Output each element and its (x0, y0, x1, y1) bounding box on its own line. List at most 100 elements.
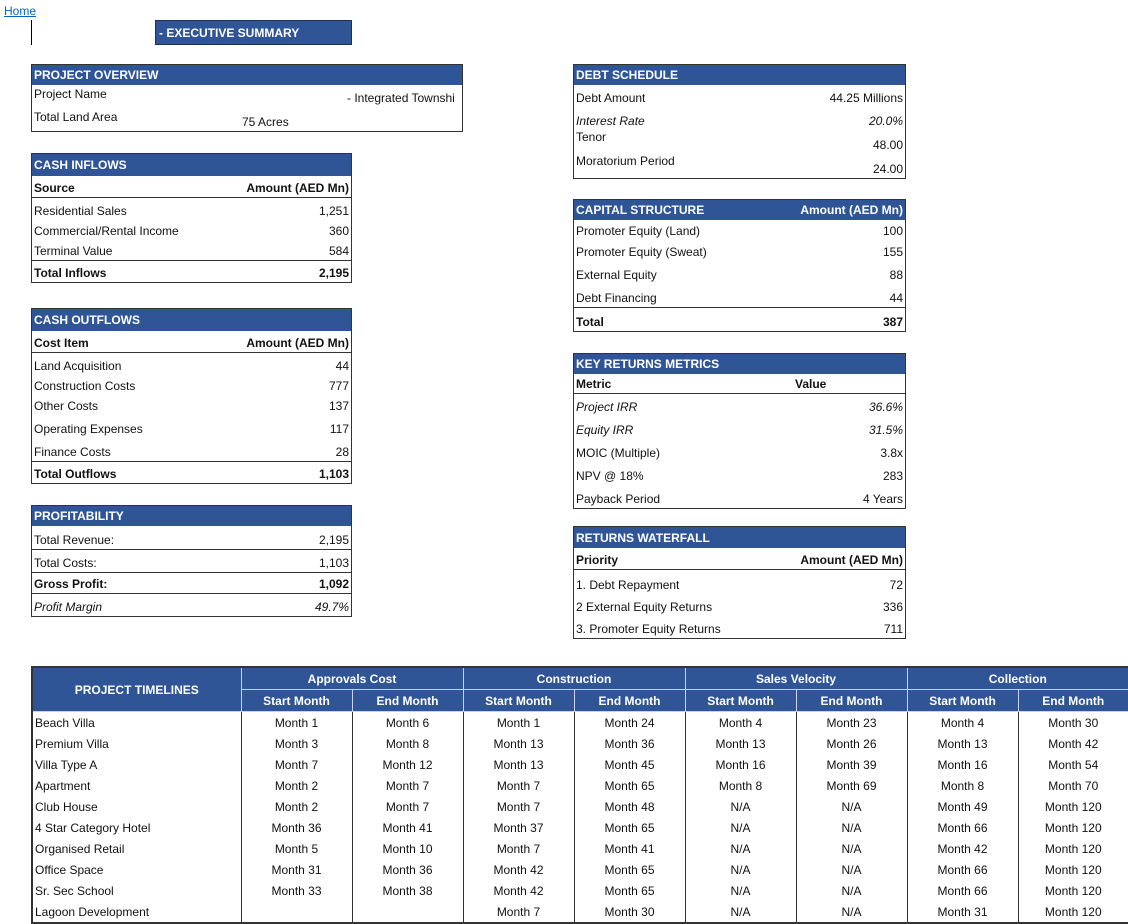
project-timelines-table: PROJECT TIMELINES Approvals Cost Construct… (31, 666, 1128, 924)
timeline-cell: Month 8 (351, 733, 464, 754)
timeline-cell: Month 7 (462, 838, 575, 859)
section-title: PROJECT OVERVIEW (34, 68, 159, 82)
table-row: Total Costs: 1,103 (32, 549, 351, 572)
timeline-cell: Month 31 (240, 859, 353, 880)
row-label: Project IRR (576, 400, 638, 414)
section-header: CASH OUTFLOWS (32, 309, 351, 331)
table-row: Land Acquisition 44 (32, 353, 351, 375)
table-row: MOIC (Multiple) 3.8x (574, 439, 905, 462)
table-row: 3. Promoter Equity Returns 711 (574, 616, 905, 638)
timeline-cell: Month 65 (573, 775, 686, 796)
timeline-cell: Month 30 (1017, 711, 1128, 733)
timeline-cell: Month 42 (462, 859, 575, 880)
timeline-cell: N/A (795, 838, 908, 859)
timeline-cell: Month 31 (906, 901, 1019, 923)
timeline-cell: Month 7 (351, 796, 464, 817)
total-value: 2,195 (318, 266, 349, 280)
timeline-cell: Month 120 (1017, 901, 1128, 923)
row-label: Equity IRR (576, 423, 634, 437)
timeline-cell: N/A (684, 796, 797, 817)
table-row: Tenor 48.00 (574, 130, 905, 154)
timeline-cell: Month 39 (795, 754, 908, 775)
timeline-cell: Month 37 (462, 817, 575, 838)
timeline-cell: Month 30 (573, 901, 686, 923)
row-value: 336 (882, 600, 903, 614)
row-value: 75 Acres (242, 115, 289, 129)
total-row: Total 387 (574, 307, 905, 331)
cash-outflows-section: CASH OUTFLOWS Cost Item Amount (AED Mn) Lan… (31, 308, 352, 484)
timeline-cell: Month 33 (240, 880, 353, 901)
profitability-section: PROFITABILITY Total Revenue: 2,195 Total Co… (31, 505, 352, 617)
row-label: Operating Expenses (34, 422, 143, 436)
table-row: Project IRR 36.6% (574, 394, 905, 416)
timeline-cell: Month 65 (573, 880, 686, 901)
timeline-cell: N/A (684, 859, 797, 880)
row-label: Gross Profit: (34, 577, 108, 591)
timeline-cell: Month 41 (351, 817, 464, 838)
table-row: Promoter Equity (Land) 100 (574, 220, 905, 240)
table-row: Beach Villa Month 1 Month 6 Month 1 Month 24… (31, 711, 1128, 733)
row-value: 100 (882, 224, 903, 238)
timeline-cell: Month 13 (684, 733, 797, 754)
row-value: 117 (329, 422, 349, 436)
row-label: Sr. Sec School (31, 880, 242, 901)
section-title: PROFITABILITY (34, 509, 124, 523)
row-label: Terminal Value (34, 244, 113, 258)
timeline-cell: Month 2 (240, 775, 353, 796)
table-row: Premium Villa Month 3 Month 8 Month 13 Month… (31, 733, 1128, 754)
row-value: - Integrated Townshi (347, 91, 455, 105)
row-label: Project Name (34, 87, 107, 101)
section-header: PROJECT OVERVIEW (32, 65, 462, 85)
table-row: Sr. Sec School Month 33 Month 38 Month 42 Mo… (31, 880, 1128, 901)
column-header-row: Priority Amount (AED Mn) (574, 548, 905, 570)
timeline-cell: Month 42 (1017, 733, 1128, 754)
timeline-cell (240, 901, 353, 923)
timeline-cell: Month 7 (240, 754, 353, 775)
column-header-value: Amount (AED Mn) (246, 181, 349, 195)
timeline-cell: N/A (795, 817, 908, 838)
timeline-cell: N/A (684, 838, 797, 859)
group-header: Construction (462, 666, 686, 690)
home-link[interactable]: Home (4, 4, 37, 18)
table-row: Total Land Area 75 Acres (32, 108, 462, 131)
timeline-cell: Month 1 (240, 711, 353, 733)
total-label: Total (576, 315, 604, 329)
table-row: Debt Financing 44 (574, 284, 905, 307)
timeline-cell: Month 36 (573, 733, 686, 754)
row-value: 36.6% (868, 400, 903, 414)
row-label: Other Costs (34, 399, 99, 413)
timeline-cell: Month 41 (573, 838, 686, 859)
row-label: Residential Sales (34, 204, 127, 218)
section-header: KEY RETURNS METRICS (574, 354, 905, 374)
row-value: 137 (328, 399, 349, 413)
cash-inflows-section: CASH INFLOWS Source Amount (AED Mn) Residen… (31, 153, 352, 283)
timeline-cell: Month 2 (240, 796, 353, 817)
table-row: 4 Star Category Hotel Month 36 Month 41 Mon… (31, 817, 1128, 838)
table-row: Finance Costs 28 (32, 438, 351, 461)
row-value: 24.00 (872, 162, 903, 176)
row-label: 2 External Equity Returns (576, 600, 713, 614)
row-label: Debt Financing (576, 291, 657, 305)
timeline-cell: Month 120 (1017, 838, 1128, 859)
timeline-cell: Month 8 (906, 775, 1019, 796)
section-header: CASH INFLOWS (32, 154, 351, 176)
debt-schedule-section: DEBT SCHEDULE Debt Amount 44.25 Millions In… (573, 64, 906, 179)
row-value: 72 (889, 578, 903, 592)
timeline-cell: N/A (684, 901, 797, 923)
row-label: Tenor (576, 130, 607, 144)
row-label: Villa Type A (31, 754, 242, 775)
total-label: Total Inflows (34, 266, 107, 280)
row-value: 2,195 (318, 533, 349, 547)
timeline-cell: Month 13 (906, 733, 1019, 754)
timeline-cell: Month 24 (573, 711, 686, 733)
timeline-cell: Month 16 (906, 754, 1019, 775)
timelines-title: PROJECT TIMELINES (31, 666, 242, 712)
table-row: Residential Sales 1,251 (32, 198, 351, 220)
table-row: Total Revenue: 2,195 (32, 526, 351, 549)
table-row: NPV @ 18% 283 (574, 462, 905, 485)
table-row: Interest Rate 20.0% (574, 107, 905, 130)
timeline-cell: Month 42 (906, 838, 1019, 859)
table-row: Apartment Month 2 Month 7 Month 7 Month 65 Mo… (31, 775, 1128, 796)
total-value: 387 (882, 315, 903, 329)
row-label: Apartment (31, 775, 242, 796)
